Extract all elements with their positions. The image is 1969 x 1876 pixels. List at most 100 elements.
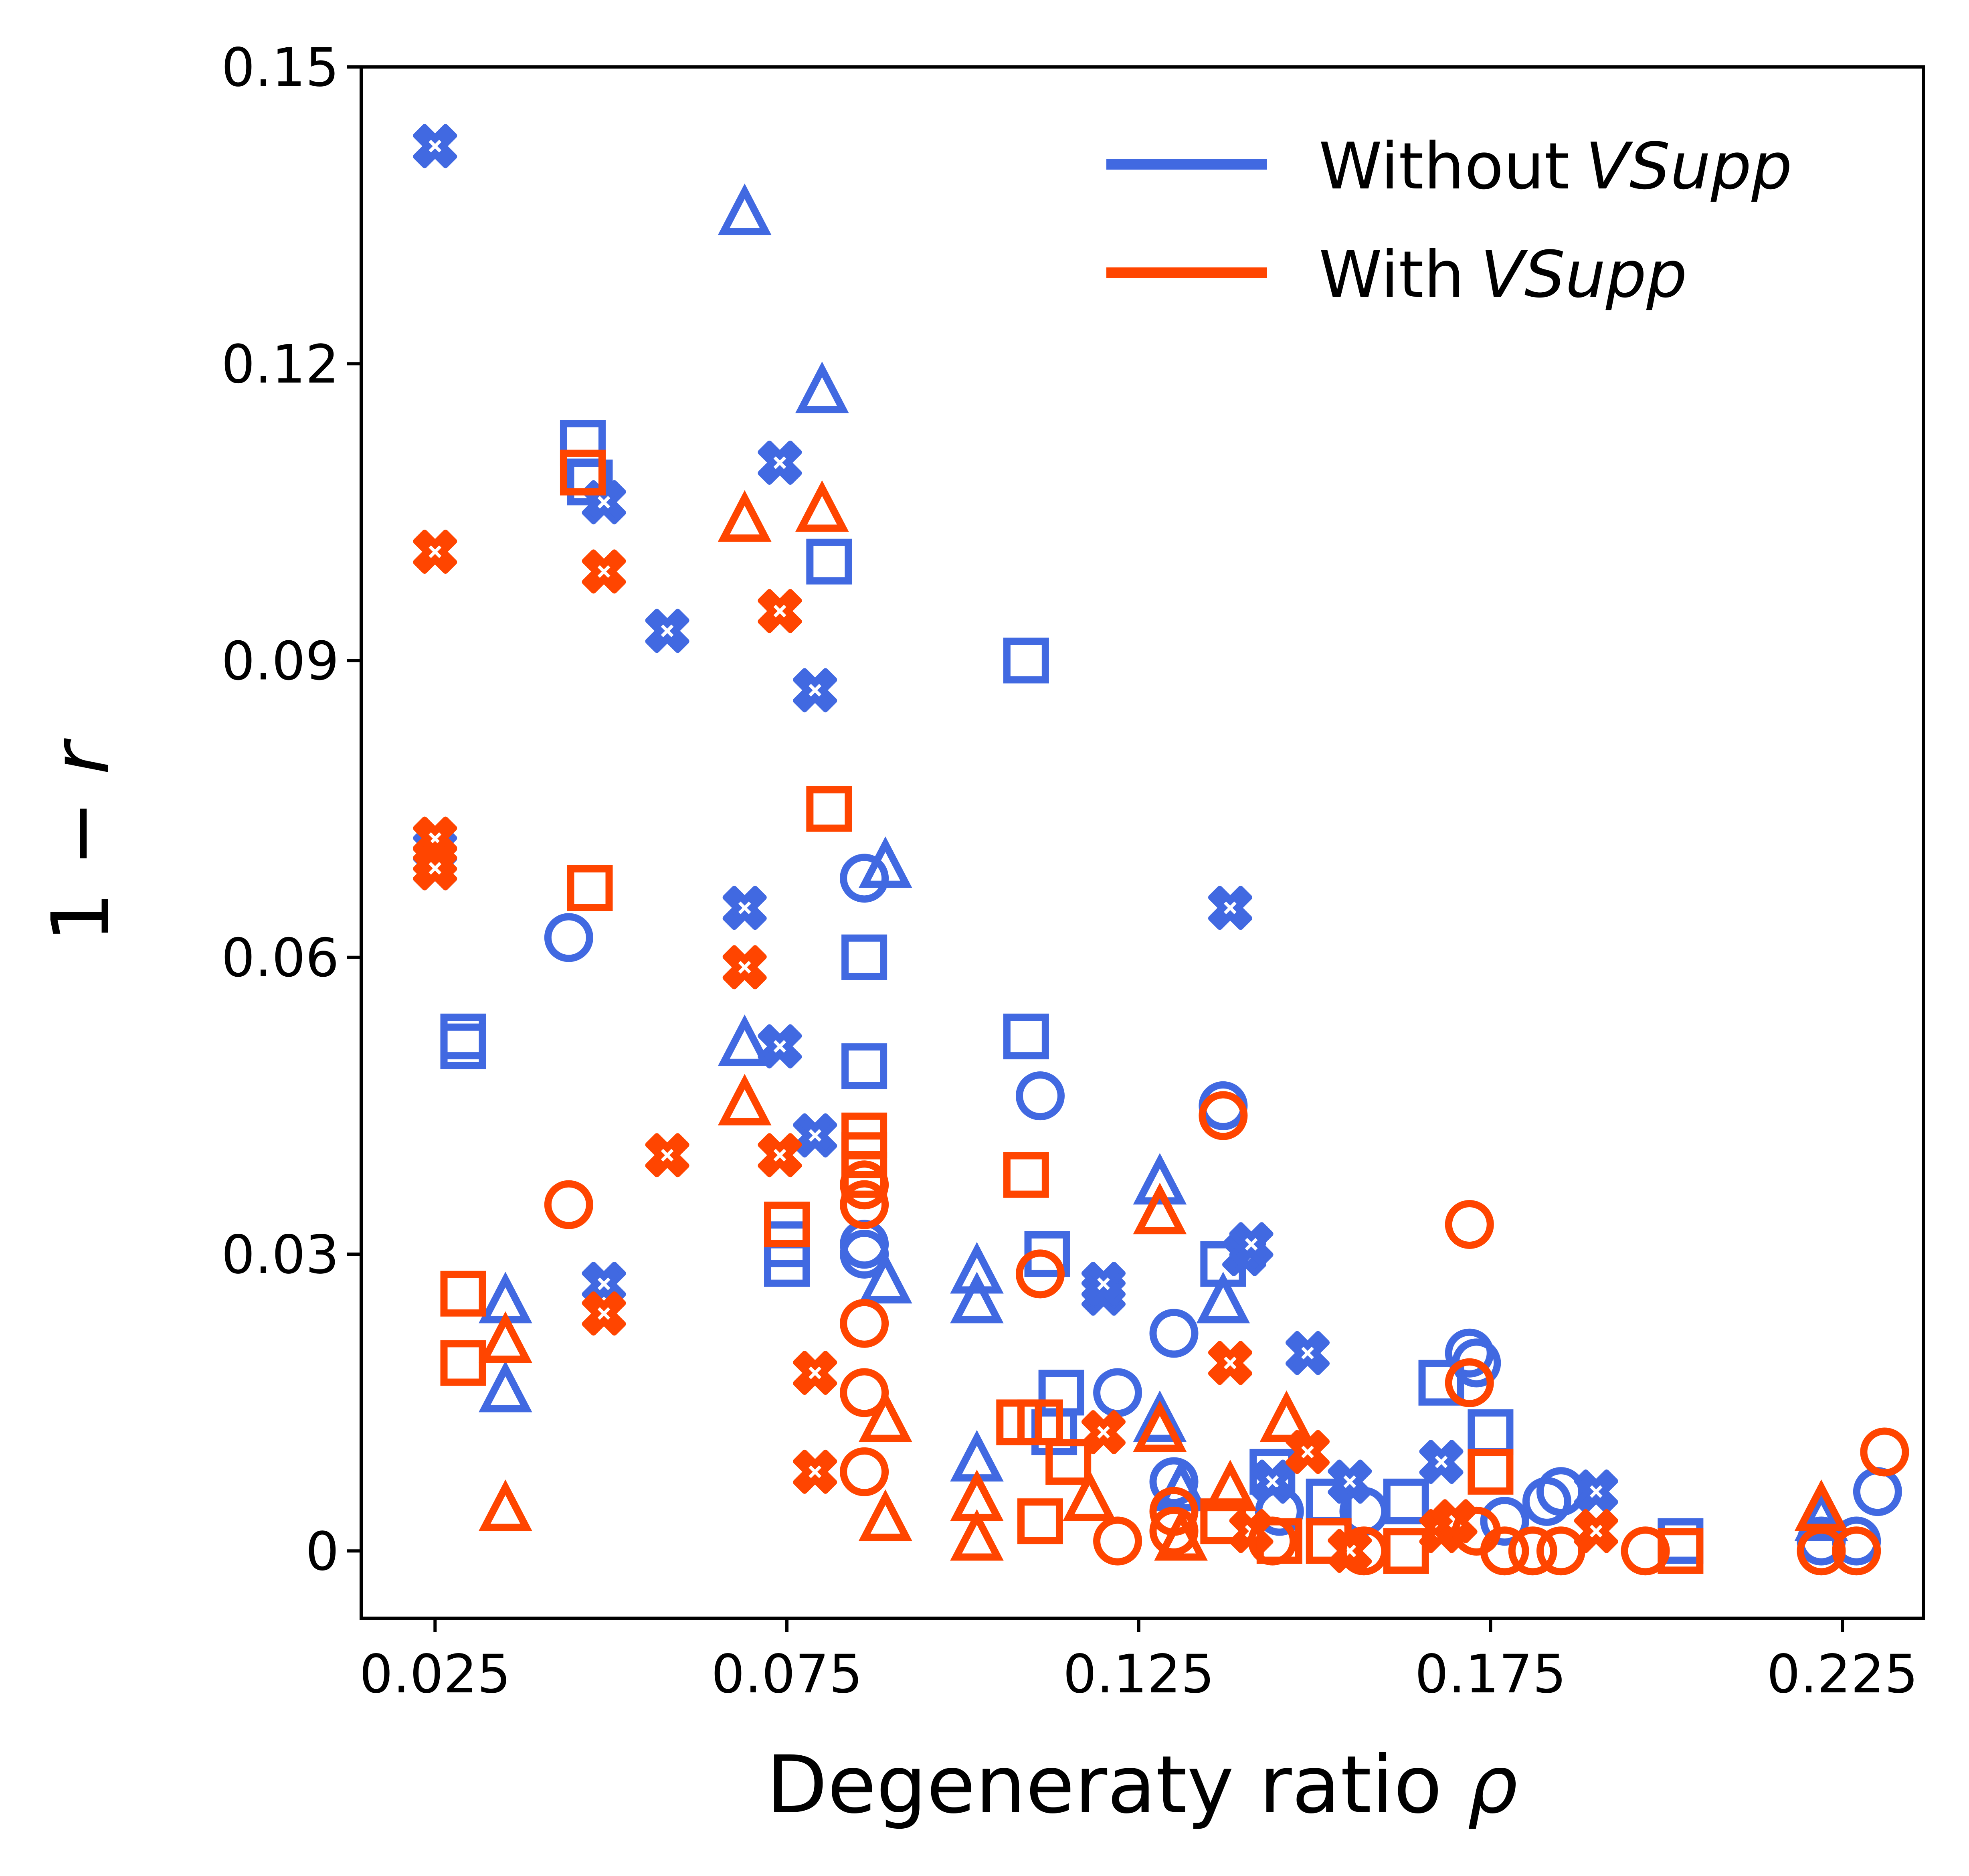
marker-x-with-cross bbox=[738, 961, 751, 974]
marker-x-without-cross bbox=[1266, 1475, 1279, 1488]
marker-square-with bbox=[1256, 1518, 1302, 1564]
marker-x-with-cross bbox=[773, 1149, 786, 1162]
marker-square-with bbox=[764, 1201, 810, 1247]
marker-square-with bbox=[440, 1340, 486, 1386]
marker-triangle-with bbox=[858, 1489, 912, 1541]
marker-x-without-cross bbox=[1245, 1238, 1258, 1251]
marker-square-with bbox=[1045, 1439, 1092, 1485]
marker-circle-without bbox=[840, 854, 889, 903]
marker-x-without-cross bbox=[809, 1129, 822, 1142]
y-tick-label: 0.06 bbox=[221, 927, 339, 989]
marker-triangle-with bbox=[479, 1311, 532, 1363]
marker-x-without-cross bbox=[1224, 901, 1237, 915]
marker-x-with-cross bbox=[429, 545, 442, 558]
marker-square-without bbox=[841, 1043, 887, 1089]
marker-x-without-cross bbox=[738, 901, 751, 915]
marker-circle-with bbox=[1445, 1200, 1494, 1249]
marker-circle-without bbox=[1149, 1457, 1199, 1506]
marker-triangle-with bbox=[1063, 1469, 1116, 1521]
marker-x-without-cross bbox=[429, 140, 442, 153]
marker-x-with-cross bbox=[429, 862, 442, 875]
marker-circle-with bbox=[1621, 1526, 1670, 1576]
y-axis-title: 1 − r bbox=[34, 738, 127, 943]
marker-x-with-cross bbox=[597, 1307, 611, 1320]
marker-x-with-cross bbox=[1224, 1356, 1237, 1370]
marker-triangle-with bbox=[718, 1074, 772, 1125]
marker-square-without bbox=[841, 934, 887, 980]
marker-square-with bbox=[1658, 1528, 1704, 1574]
marker-square-with bbox=[1383, 1528, 1429, 1574]
marker-x-without-cross bbox=[773, 1040, 786, 1053]
y-tick-label: 0.12 bbox=[221, 334, 339, 395]
marker-x-without-cross bbox=[597, 496, 611, 509]
marker-x-with-cross bbox=[1589, 1525, 1603, 1538]
marker-triangle-with bbox=[1133, 1182, 1187, 1234]
marker-triangle-without bbox=[1133, 1153, 1187, 1205]
legend: Without VSupp With VSupp bbox=[1106, 129, 1792, 312]
marker-square-without bbox=[440, 1023, 486, 1069]
series-with bbox=[413, 449, 1909, 1576]
x-axis-title-symbol: ρ bbox=[1468, 1738, 1518, 1831]
marker-x-with-cross bbox=[597, 565, 611, 578]
x-axis-title-text: Degeneraty ratio bbox=[766, 1738, 1468, 1831]
marker-square-with bbox=[440, 1271, 486, 1317]
y-axis-title-symbol: r bbox=[34, 738, 127, 775]
y-axis-ticks: 0 0.03 0.06 0.09 0.12 0.15 bbox=[221, 37, 361, 1583]
marker-square-with bbox=[567, 865, 613, 911]
marker-circle-with bbox=[1832, 1526, 1881, 1576]
x-tick-label: 0.225 bbox=[1767, 1643, 1918, 1705]
marker-circle-without bbox=[1149, 1309, 1199, 1358]
marker-circle-with bbox=[1015, 1249, 1065, 1299]
marker-x-without-cross bbox=[597, 1277, 611, 1290]
marker-x-with-cross bbox=[1097, 1426, 1110, 1439]
x-tick-label: 0.125 bbox=[1063, 1643, 1215, 1705]
marker-square-with bbox=[560, 449, 606, 496]
marker-x-with-cross bbox=[429, 832, 442, 845]
marker-triangle-without bbox=[950, 1242, 1004, 1294]
marker-triangle-with bbox=[1133, 1400, 1187, 1452]
x-tick-label: 0.175 bbox=[1415, 1643, 1566, 1705]
marker-triangle-with bbox=[718, 490, 772, 542]
marker-triangle-without bbox=[1196, 1271, 1250, 1324]
marker-circle-with bbox=[1536, 1526, 1585, 1576]
marker-x-without-cross bbox=[1589, 1485, 1603, 1498]
marker-triangle-without bbox=[1133, 1390, 1187, 1442]
legend-label-without: Without VSupp bbox=[1319, 129, 1792, 204]
series-without bbox=[413, 124, 1902, 1566]
marker-triangle-without bbox=[858, 1252, 912, 1303]
marker-circle-with bbox=[1445, 1358, 1494, 1407]
marker-square-without bbox=[1383, 1478, 1429, 1524]
marker-square-with bbox=[1017, 1399, 1063, 1445]
marker-x-with-cross bbox=[809, 1366, 822, 1379]
legend-label-with-italic: VSupp bbox=[1480, 237, 1687, 312]
marker-circle-with bbox=[1508, 1526, 1557, 1576]
marker-triangle-without bbox=[718, 1014, 772, 1066]
x-axis-title: Degeneraty ratio ρ bbox=[766, 1738, 1518, 1831]
marker-x-without-cross bbox=[661, 624, 674, 637]
x-tick-label: 0.025 bbox=[359, 1643, 511, 1705]
marker-circle-with bbox=[1149, 1506, 1199, 1556]
marker-x-with-cross bbox=[1301, 1445, 1314, 1459]
marker-x-with-cross bbox=[773, 605, 786, 617]
x-tick-label: 0.075 bbox=[711, 1643, 863, 1705]
marker-triangle-with bbox=[479, 1479, 532, 1531]
y-tick-label: 0.03 bbox=[221, 1224, 339, 1286]
marker-x-without-cross bbox=[1435, 1455, 1448, 1468]
marker-triangle-with bbox=[795, 480, 849, 532]
marker-circle-without bbox=[1445, 1328, 1494, 1378]
legend-label-without-prefix: Without bbox=[1319, 129, 1569, 204]
marker-triangle-without bbox=[795, 361, 849, 413]
marker-circle-with bbox=[544, 1180, 593, 1229]
marker-circle-without bbox=[1536, 1467, 1585, 1516]
legend-label-with: With VSupp bbox=[1319, 237, 1687, 312]
marker-square-with bbox=[1468, 1449, 1514, 1495]
marker-square-with bbox=[1017, 1498, 1063, 1544]
marker-circle-with bbox=[840, 1447, 889, 1496]
plot-frame bbox=[360, 65, 1925, 1620]
marker-square-with bbox=[806, 786, 852, 832]
marker-triangle-without bbox=[858, 836, 912, 888]
x-axis-ticks: 0.025 0.075 0.125 0.175 0.225 bbox=[359, 1618, 1918, 1705]
marker-circle-without bbox=[1015, 1071, 1065, 1121]
